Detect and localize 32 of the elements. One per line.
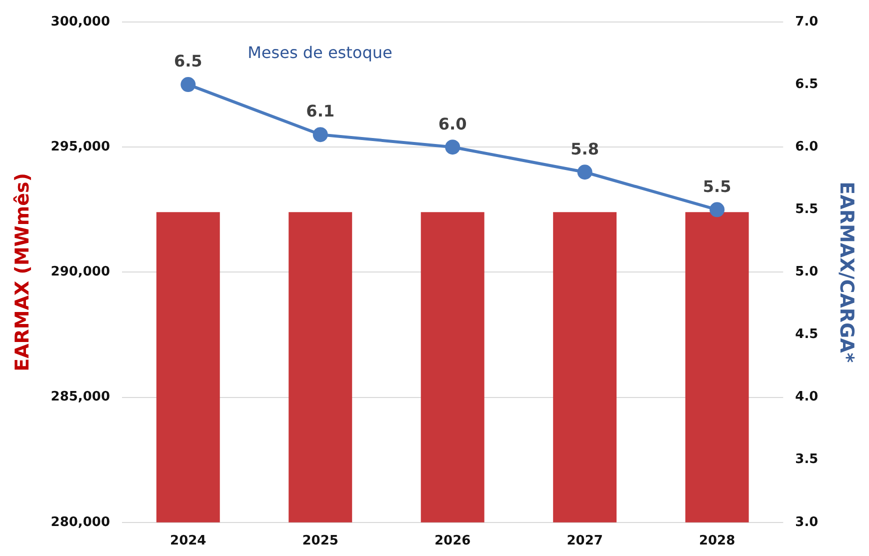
y2-tick-label: 4.5 [795, 327, 818, 342]
y-tick-label: 300,000 [50, 14, 110, 30]
y2-tick-label: 7.0 [795, 14, 818, 30]
point [710, 202, 725, 218]
y-tick-label: 280,000 [50, 514, 110, 530]
point [180, 77, 196, 92]
x-tick-label: 2028 [698, 534, 736, 549]
point [445, 140, 460, 155]
data-label: 6.1 [306, 102, 335, 121]
x-tick-label: 2026 [434, 534, 471, 549]
y-axis-title: EARMAX (MWmês) [11, 172, 34, 372]
x-tick-label: 2027 [566, 534, 603, 549]
text: Meses de estoque [248, 43, 392, 62]
point [577, 164, 592, 180]
data-label: 5.8 [570, 139, 599, 158]
y2-axis-title: EARMAX/CARGA* [836, 182, 858, 363]
y2-tick-label: 3.5 [795, 452, 818, 468]
y2-tick-label: 6.0 [795, 139, 818, 154]
y-tick-label: 285,000 [50, 390, 110, 405]
y-tick-label: 295,000 [50, 139, 110, 154]
data-label: 6.0 [438, 114, 467, 134]
data-label: 6.5 [174, 52, 202, 71]
y2-tick-label: 3.0 [795, 514, 818, 530]
y-tick-label: 290,000 [50, 264, 110, 280]
x-tick-label: 2025 [302, 534, 338, 549]
y2-tick-label: 6.5 [795, 76, 818, 92]
y2-tick-label: 5.0 [795, 264, 818, 280]
y2-tick-label: 5.5 [795, 202, 818, 218]
point [312, 127, 328, 142]
data-label: 5.5 [702, 176, 732, 196]
y2-tick-label: 4.0 [795, 390, 818, 405]
x-tick-label: 2024 [170, 534, 206, 549]
